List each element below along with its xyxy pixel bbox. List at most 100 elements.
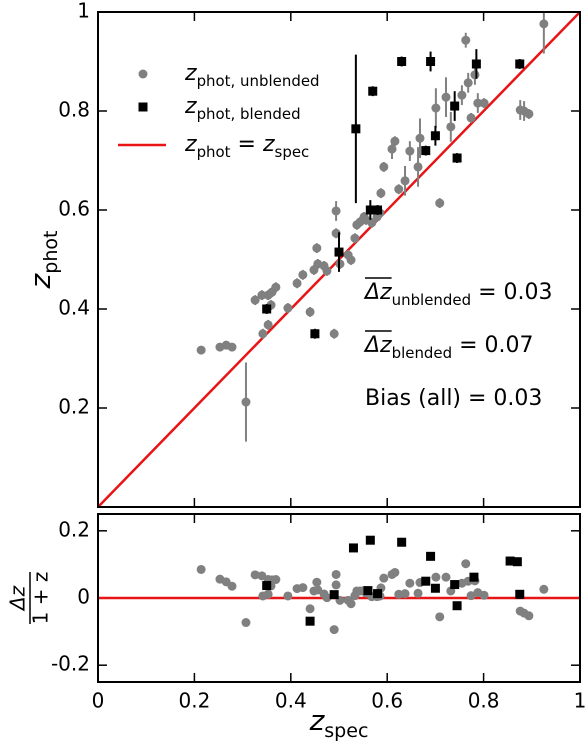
point <box>312 577 322 587</box>
point <box>322 593 332 603</box>
point <box>397 57 407 66</box>
point <box>431 572 441 582</box>
point <box>331 569 341 579</box>
y-label-denominator: 1 + z <box>29 572 53 625</box>
point <box>351 124 361 134</box>
x-tick-label: 0.6 <box>371 689 403 713</box>
point <box>394 184 404 194</box>
point <box>466 591 476 601</box>
point <box>400 176 410 186</box>
point <box>469 572 479 582</box>
point <box>390 567 400 577</box>
point <box>305 616 315 626</box>
point <box>421 576 431 586</box>
point <box>405 578 415 588</box>
point <box>350 233 360 243</box>
point <box>387 144 397 154</box>
legend-label: zphot, blended <box>184 94 301 123</box>
y-tick-label: 0 <box>77 585 90 609</box>
x-tick-label: 1 <box>574 689 587 713</box>
text-part: = <box>231 132 263 157</box>
point <box>450 580 460 590</box>
text-part: phot <box>39 231 61 274</box>
point <box>331 206 341 216</box>
point <box>334 247 344 257</box>
point <box>250 570 260 580</box>
x-axis-label: zspec <box>309 704 369 741</box>
point <box>512 557 522 567</box>
text-part: phot <box>197 143 231 161</box>
text-part: z <box>184 132 197 157</box>
annotation: Δzunblended = 0.03 <box>363 280 552 309</box>
legend-marker <box>138 102 148 112</box>
point <box>435 198 445 208</box>
point <box>539 19 549 29</box>
text-part: = 0.03 <box>471 280 552 305</box>
point <box>348 543 358 553</box>
point <box>515 59 525 69</box>
point <box>397 537 407 547</box>
text-part: z <box>262 132 275 157</box>
point <box>292 278 302 288</box>
point <box>196 345 206 355</box>
text-part: phot, unblended <box>197 72 320 90</box>
point <box>524 611 534 621</box>
text-part: z <box>24 272 57 289</box>
text-part: Bias (all) = 0.03 <box>365 386 542 411</box>
annotation: Bias (all) = 0.03 <box>365 386 542 411</box>
y-tick-label: 0.2 <box>58 517 90 541</box>
point <box>365 535 375 545</box>
point <box>298 270 308 280</box>
point <box>329 625 339 635</box>
point <box>471 59 481 69</box>
text-part: spec <box>324 719 368 741</box>
point <box>463 78 473 88</box>
point <box>435 612 445 622</box>
point <box>271 575 281 585</box>
point <box>257 290 267 300</box>
point <box>421 146 431 156</box>
point <box>446 122 456 132</box>
point <box>262 581 272 591</box>
point <box>346 599 356 609</box>
frame <box>97 513 581 683</box>
point <box>331 580 341 590</box>
point <box>305 307 315 317</box>
annotation: Δzblended = 0.07 <box>363 333 534 362</box>
point <box>271 282 281 292</box>
text-part: spec <box>275 143 310 161</box>
legend-label: zphot, unblended <box>184 61 320 90</box>
y-tick-label: 1 <box>77 0 90 23</box>
point <box>312 243 322 253</box>
y-label-numerator: Δz <box>6 585 30 612</box>
plot-area <box>98 12 580 507</box>
point <box>431 103 441 113</box>
point <box>466 113 476 123</box>
point <box>430 583 440 593</box>
point <box>505 556 515 566</box>
point <box>452 601 462 611</box>
point <box>441 92 451 102</box>
point <box>227 342 237 352</box>
point <box>262 304 272 314</box>
point <box>376 188 386 198</box>
point <box>329 329 339 339</box>
point <box>405 146 415 156</box>
point <box>373 589 383 599</box>
point <box>241 397 251 407</box>
text-part: blended <box>392 344 453 362</box>
point <box>367 218 377 228</box>
legend-label: zphot = zspec <box>184 132 309 161</box>
point <box>413 588 423 598</box>
text-part: Δz <box>363 333 392 358</box>
point <box>263 320 273 330</box>
point <box>283 591 293 601</box>
point <box>241 618 251 628</box>
point <box>415 133 425 143</box>
point <box>322 266 332 276</box>
point <box>524 109 534 119</box>
point <box>430 131 440 141</box>
point <box>365 205 375 215</box>
y-axis-label: Δz 1 + z <box>6 572 53 625</box>
point <box>258 329 268 339</box>
